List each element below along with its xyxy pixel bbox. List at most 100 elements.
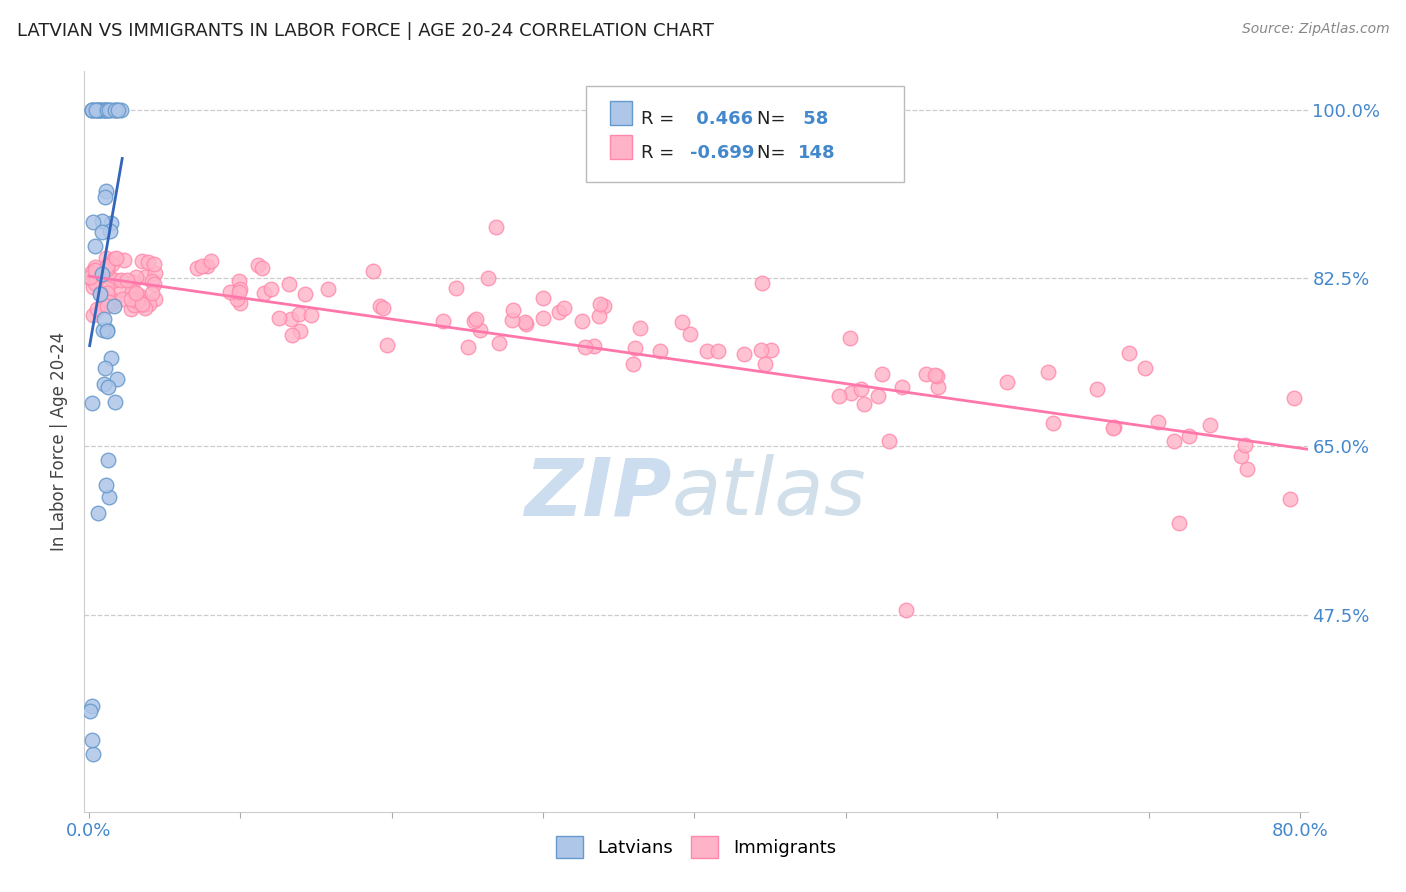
Text: 58: 58 bbox=[797, 110, 830, 128]
Point bbox=[371, 301, 394, 315]
Point bbox=[103, 294, 125, 309]
Point bbox=[125, 293, 148, 308]
Text: R =: R = bbox=[641, 110, 681, 128]
Point bbox=[80, 103, 103, 117]
Point bbox=[891, 380, 914, 394]
Point bbox=[488, 336, 510, 351]
Point bbox=[100, 216, 122, 230]
Point bbox=[80, 103, 103, 117]
Point bbox=[101, 257, 124, 271]
Point bbox=[91, 103, 114, 117]
Point bbox=[98, 270, 121, 285]
Point bbox=[84, 103, 107, 117]
Point bbox=[110, 282, 132, 296]
Point bbox=[96, 286, 118, 301]
Point bbox=[465, 311, 488, 326]
Point bbox=[120, 302, 142, 317]
Point bbox=[253, 286, 276, 301]
Point bbox=[80, 272, 103, 286]
Point bbox=[143, 266, 166, 280]
Point bbox=[299, 308, 322, 322]
Point bbox=[131, 254, 153, 268]
Point bbox=[105, 103, 128, 117]
Point bbox=[1085, 383, 1108, 397]
Point bbox=[142, 256, 165, 270]
Point bbox=[316, 282, 339, 296]
Point bbox=[127, 292, 149, 306]
Point bbox=[93, 103, 115, 117]
Point bbox=[96, 260, 118, 274]
Point bbox=[531, 291, 554, 305]
Point bbox=[84, 103, 107, 117]
Point bbox=[84, 239, 107, 253]
Point bbox=[104, 273, 127, 287]
Point bbox=[624, 342, 647, 356]
Point bbox=[110, 103, 132, 117]
Point bbox=[91, 214, 114, 228]
Point bbox=[839, 386, 862, 401]
Point bbox=[749, 343, 772, 357]
Point bbox=[870, 367, 893, 381]
Point bbox=[995, 375, 1018, 389]
Point bbox=[228, 285, 250, 300]
Point bbox=[1236, 462, 1258, 476]
Point bbox=[125, 269, 148, 284]
Point bbox=[1278, 491, 1301, 506]
Point bbox=[97, 490, 120, 504]
Point bbox=[229, 296, 252, 310]
Point bbox=[531, 311, 554, 326]
Point bbox=[1147, 415, 1170, 429]
Point bbox=[143, 277, 166, 292]
FancyBboxPatch shape bbox=[586, 87, 904, 183]
Point bbox=[191, 259, 214, 273]
Point bbox=[96, 323, 118, 337]
Point bbox=[468, 323, 491, 337]
Point bbox=[582, 339, 605, 353]
Point bbox=[84, 263, 107, 277]
Point bbox=[112, 252, 135, 267]
Point bbox=[122, 275, 145, 289]
Point bbox=[1282, 392, 1305, 406]
Point bbox=[200, 254, 222, 268]
Point bbox=[100, 297, 122, 311]
Point bbox=[100, 103, 122, 117]
Point bbox=[141, 285, 163, 300]
Text: R =: R = bbox=[641, 144, 681, 162]
Point bbox=[186, 260, 208, 275]
Point bbox=[761, 343, 783, 358]
Point bbox=[571, 314, 593, 328]
Point bbox=[138, 297, 160, 311]
Text: 148: 148 bbox=[797, 144, 835, 162]
Point bbox=[852, 396, 875, 410]
Point bbox=[361, 264, 384, 278]
Point bbox=[103, 252, 125, 267]
Bar bbox=[610, 101, 633, 125]
Point bbox=[96, 103, 118, 117]
Point bbox=[751, 277, 773, 291]
Point bbox=[246, 258, 269, 272]
Point bbox=[105, 372, 128, 386]
Text: N=: N= bbox=[758, 144, 792, 162]
Text: Source: ZipAtlas.com: Source: ZipAtlas.com bbox=[1241, 22, 1389, 37]
Point bbox=[375, 338, 398, 352]
Point bbox=[143, 292, 166, 306]
Point bbox=[104, 103, 127, 117]
Point bbox=[621, 357, 644, 371]
Point bbox=[924, 368, 946, 382]
Point bbox=[1042, 416, 1064, 430]
Y-axis label: In Labor Force | Age 20-24: In Labor Force | Age 20-24 bbox=[51, 332, 69, 551]
Point bbox=[120, 293, 142, 307]
Point bbox=[828, 389, 851, 403]
Point bbox=[754, 357, 776, 371]
Point bbox=[96, 324, 118, 338]
Point bbox=[94, 103, 117, 117]
Point bbox=[82, 747, 104, 761]
Point bbox=[1133, 360, 1156, 375]
Point bbox=[628, 321, 651, 335]
Point bbox=[80, 396, 103, 410]
Point bbox=[515, 318, 537, 332]
Point bbox=[90, 225, 112, 239]
Point bbox=[1234, 438, 1257, 452]
Point bbox=[107, 103, 129, 117]
Point bbox=[94, 478, 117, 492]
